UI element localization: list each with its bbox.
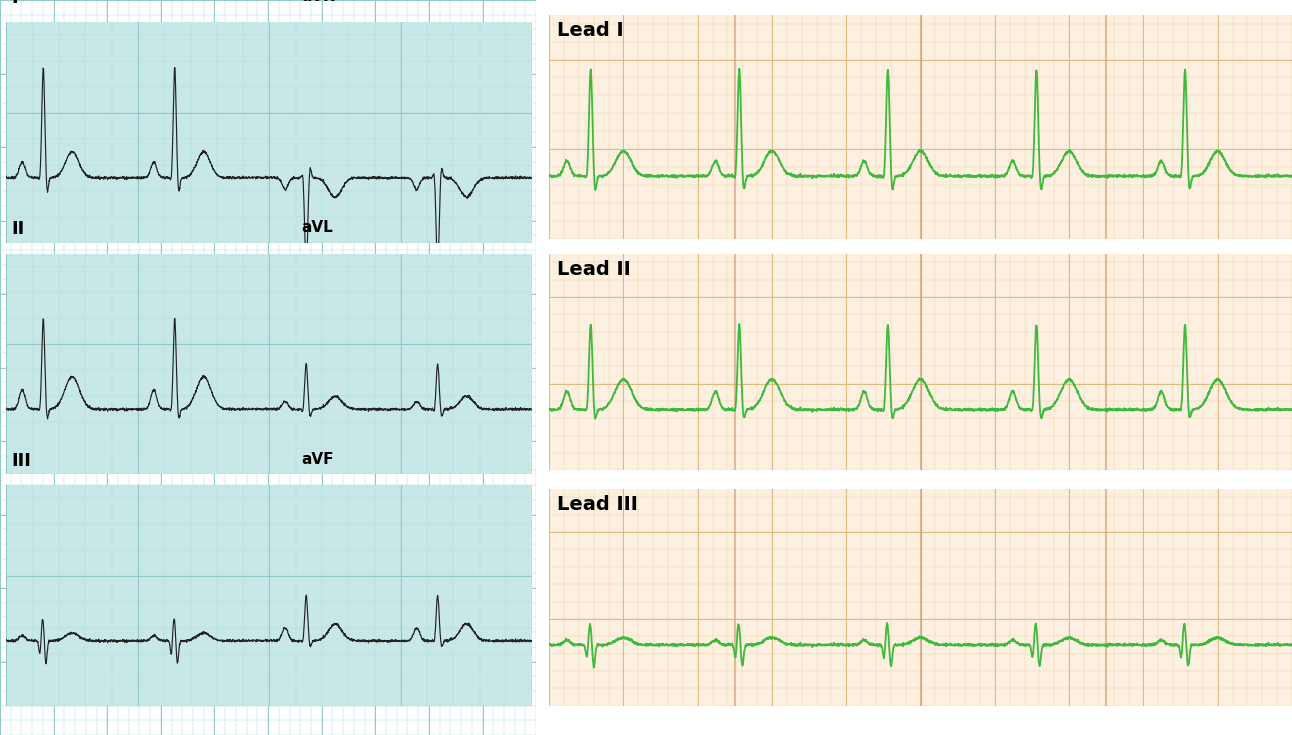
Text: II: II [12, 220, 25, 238]
Text: aVF: aVF [301, 452, 333, 467]
Text: I: I [12, 0, 18, 7]
Text: Lead III: Lead III [557, 495, 637, 514]
Text: Lead I: Lead I [557, 21, 623, 40]
Text: aVL: aVL [301, 220, 332, 235]
Text: Lead II: Lead II [557, 260, 630, 279]
Text: aVR: aVR [301, 0, 335, 4]
Text: III: III [12, 452, 31, 470]
